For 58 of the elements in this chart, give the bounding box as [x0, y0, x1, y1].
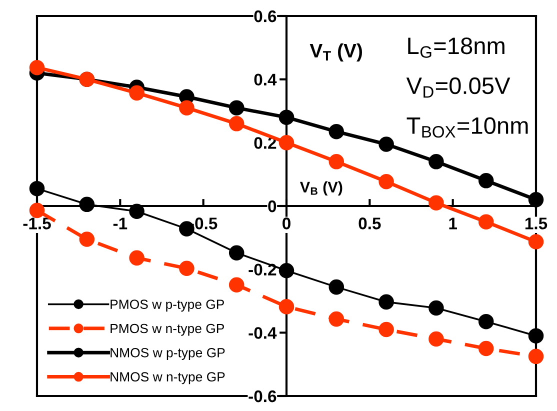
legend-label: PMOS w n-type GP — [110, 324, 224, 336]
point — [129, 85, 144, 101]
point — [528, 192, 544, 208]
point — [179, 100, 194, 116]
point — [228, 277, 244, 292]
point — [79, 232, 95, 247]
legend-label: PMOS w p-type GP — [110, 300, 224, 312]
y-axis-title: V$_{T}$ (V) — [310, 43, 362, 62]
point — [328, 279, 344, 295]
x-tick-label: 0.5 — [358, 218, 381, 230]
point — [428, 300, 444, 316]
point — [79, 196, 95, 212]
annotation: T$_{BOX}$=10nm — [406, 117, 528, 138]
point — [528, 234, 544, 250]
point — [478, 173, 494, 188]
y-tick-label: -0.6 — [248, 390, 276, 402]
point — [328, 311, 344, 327]
point — [228, 116, 244, 132]
point — [278, 110, 294, 125]
point — [528, 328, 544, 344]
x-axis-title: V$_{B}$ (V) — [300, 181, 342, 196]
point — [428, 154, 444, 170]
point — [328, 124, 344, 140]
y-tick-label: 0.6 — [254, 10, 276, 22]
point — [328, 154, 344, 170]
point — [29, 60, 45, 76]
point — [378, 174, 394, 190]
annotation: V$_{D}$=0.05V — [406, 77, 510, 98]
y-tick-label: -0.4 — [248, 327, 277, 339]
point — [278, 262, 294, 278]
legend-label: NMOS w p-type GP — [110, 348, 225, 360]
point — [378, 322, 394, 338]
point — [528, 348, 544, 364]
point — [278, 135, 294, 150]
point — [428, 331, 444, 347]
point — [129, 250, 144, 266]
point — [29, 202, 45, 218]
point — [278, 299, 294, 314]
y-tick-label: 0.4 — [254, 74, 277, 86]
point — [378, 136, 394, 152]
x-tick-label: 1 — [449, 218, 458, 230]
annotation: L$_{G}$=18nm — [408, 37, 504, 58]
x-tick-label: 1.5 — [525, 218, 548, 230]
point — [428, 195, 444, 210]
point — [378, 294, 394, 310]
point — [228, 245, 244, 261]
y-tick-label: 0 — [268, 200, 276, 212]
point — [478, 214, 494, 230]
x-tick-label: -1 — [113, 218, 128, 230]
legend-label: NMOS w n-type GP — [110, 372, 225, 384]
point — [228, 100, 244, 116]
point — [29, 180, 45, 196]
point — [129, 204, 144, 220]
x-tick-label: 0 — [282, 218, 290, 230]
x-tick-label: -1.5 — [23, 218, 51, 230]
point — [478, 340, 494, 356]
point — [179, 260, 194, 276]
point — [478, 314, 494, 330]
